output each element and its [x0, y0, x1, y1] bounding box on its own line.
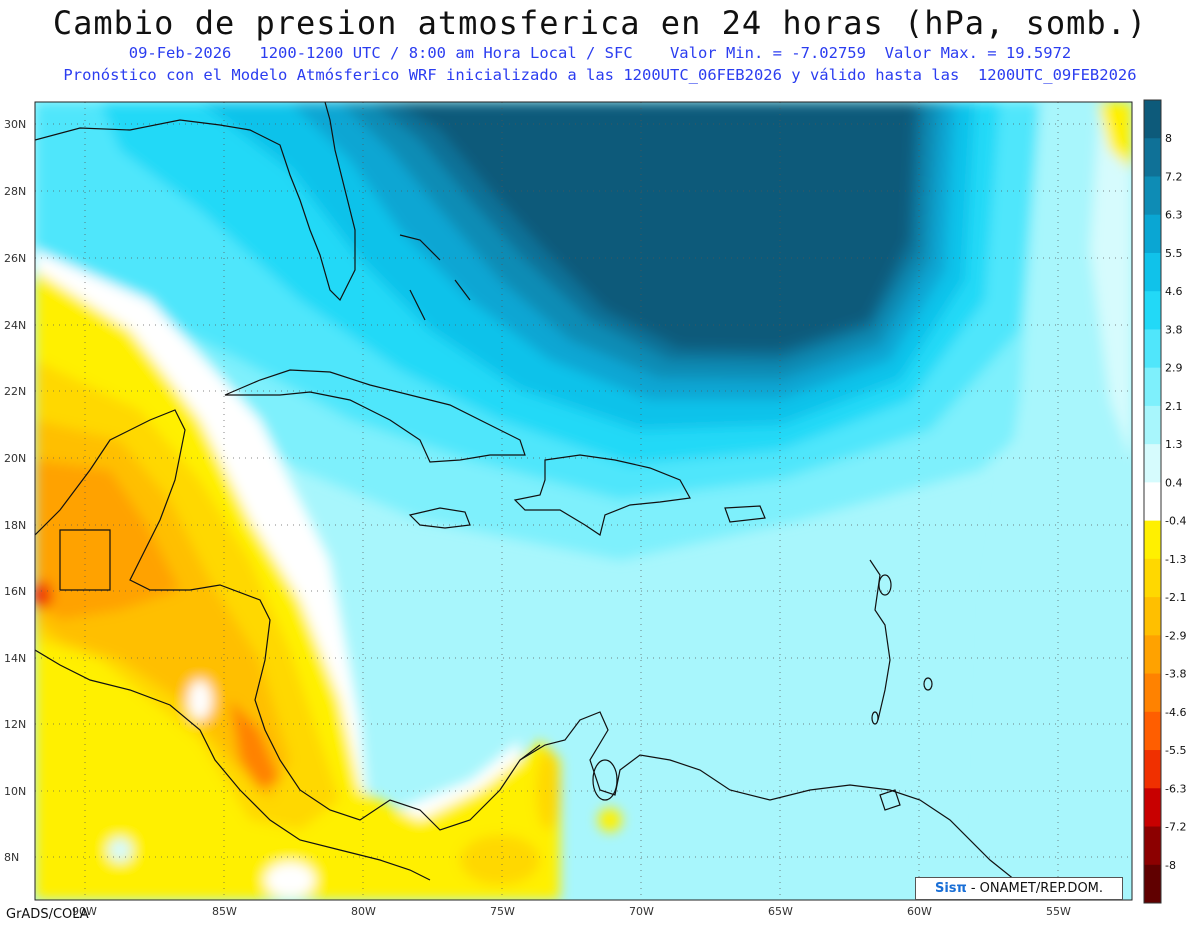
colorbar: 8 7.2 6.3 5.5 4.6 3.8 2.9 2.1 1.3 0.4 -0.4 -1.3 -2.1…: [1143, 99, 1186, 904]
latitude-axis-labels: 30N 28N 26N 24N 22N 20N 18N 16N 14N 12N …: [4, 118, 26, 864]
colorbar-label: -5.5: [1165, 744, 1186, 757]
colorbar-label: 6.3: [1165, 209, 1183, 222]
colorbar-label: 1.3: [1165, 438, 1183, 451]
colorbar-label: 7.2: [1165, 170, 1183, 183]
colorbar-label: -2.1: [1165, 591, 1186, 604]
pressure-change-field: [35, 102, 1132, 900]
colorbar-swatch: [1144, 329, 1161, 369]
colorbar-swatch: [1144, 138, 1161, 177]
grads-credit: GrADS/COLA: [6, 907, 89, 922]
coastlines: [35, 102, 1041, 900]
graticule: [35, 102, 1132, 900]
lon-label: 60W: [907, 905, 932, 918]
colorbar-swatch: [1144, 635, 1161, 675]
colorbar-label: -0.4: [1165, 515, 1186, 528]
lon-label: 85W: [212, 905, 237, 918]
colorbar-swatch: [1144, 405, 1161, 445]
map-subtitle-model: Pronóstico con el Modelo Atmósferico WRF…: [63, 66, 1137, 84]
lat-label: 20N: [4, 452, 26, 465]
colorbar-frame: [1143, 99, 1162, 904]
colorbar-label: 4.6: [1165, 285, 1183, 298]
colorbar-swatch: [1144, 520, 1161, 560]
colorbar-swatch: [1144, 100, 1161, 139]
lon-label: 90W: [72, 905, 97, 918]
colorbar-swatch: [1144, 214, 1161, 254]
onamet-logo-box: Sisπ - ONAMET/REP.DOM.: [915, 877, 1123, 900]
map-subtitle-date: 09-Feb-2026 1200-1200 UTC / 8:00 am Hora…: [128, 44, 1072, 62]
colorbar-label: -6.3: [1165, 782, 1186, 795]
colorbar-label: -4.6: [1165, 706, 1186, 719]
colorbar-label: 0.4: [1165, 476, 1183, 489]
onamet-credit-text: - ONAMET/REP.DOM.: [970, 881, 1104, 896]
colorbar-label: -7.2: [1165, 821, 1186, 834]
colorbar-label: -1.3: [1165, 553, 1186, 566]
colorbar-label: 8: [1165, 132, 1172, 145]
lon-label: 55W: [1046, 905, 1071, 918]
colorbar-label: -3.8: [1165, 668, 1186, 681]
colorbar-label: 2.9: [1165, 362, 1183, 375]
lon-label: 65W: [768, 905, 793, 918]
colorbar-swatch: [1144, 367, 1161, 407]
lon-label: 70W: [629, 905, 654, 918]
lat-label: 14N: [4, 652, 26, 665]
colorbar-swatch: [1144, 597, 1161, 636]
lat-label: 26N: [4, 252, 26, 265]
colorbar-swatch: [1144, 788, 1161, 828]
map-title: Cambio de presion atmosferica en 24 hora…: [52, 4, 1148, 42]
colorbar-swatch: [1144, 826, 1161, 866]
lat-label: 22N: [4, 385, 26, 398]
colorbar-label: -2.9: [1165, 629, 1186, 642]
lat-label: 18N: [4, 519, 26, 532]
lat-label: 16N: [4, 585, 26, 598]
colorbar-label: -8: [1165, 859, 1176, 872]
colorbar-swatch: [1144, 291, 1161, 330]
colorbar-swatch: [1144, 864, 1161, 904]
lon-label: 80W: [351, 905, 376, 918]
lat-label: 24N: [4, 319, 26, 332]
lat-label: 12N: [4, 718, 26, 731]
sispi-logo: Sisπ: [934, 881, 967, 896]
colorbar-swatch: [1144, 252, 1161, 292]
colorbar-swatch: [1144, 750, 1161, 789]
map-frame: [34, 101, 1133, 901]
lat-label: 30N: [4, 118, 26, 131]
colorbar-swatch: [1144, 558, 1161, 598]
longitude-axis-labels: 90W 85W 80W 75W 70W 65W 60W 55W: [72, 905, 1071, 918]
lat-label: 10N: [4, 785, 26, 798]
colorbar-swatch: [1144, 176, 1161, 216]
colorbar-swatch: [1144, 673, 1161, 713]
colorbar-swatch: [1144, 711, 1161, 751]
colorbar-swatch: [1144, 482, 1161, 522]
colorbar-swatch: [1144, 444, 1161, 483]
lon-label: 75W: [490, 905, 515, 918]
colorbar-label: 2.1: [1165, 400, 1183, 413]
colorbar-label: 3.8: [1165, 323, 1183, 336]
lat-label: 28N: [4, 185, 26, 198]
lat-label: 8N: [4, 851, 19, 864]
colorbar-label: 5.5: [1165, 247, 1183, 260]
